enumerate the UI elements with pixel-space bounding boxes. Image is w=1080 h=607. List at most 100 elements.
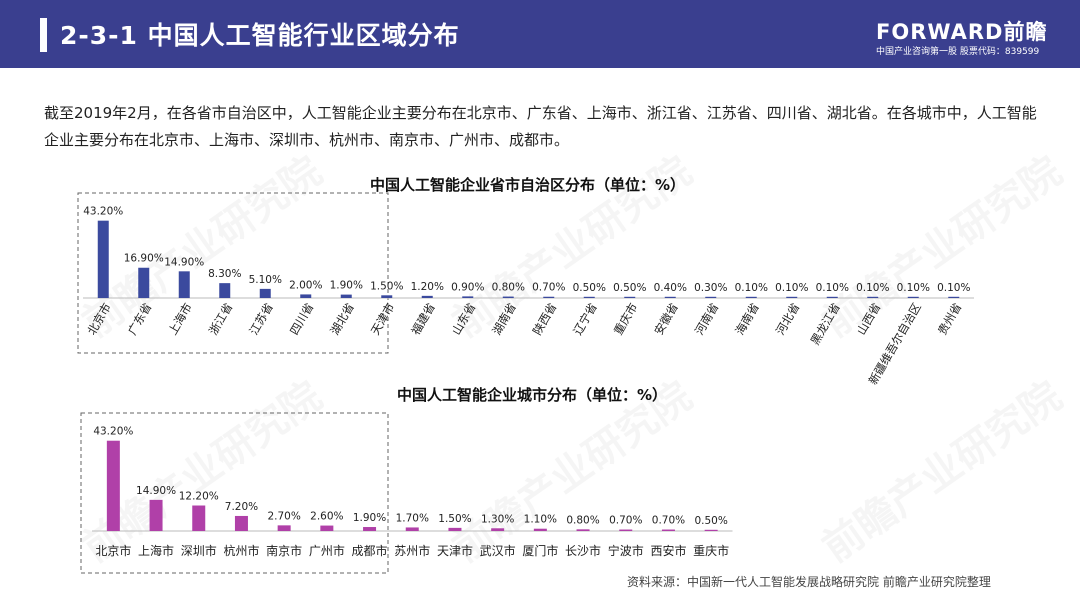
province-category-label-18: 河北省 [773,301,802,338]
province-bar-15 [664,296,676,298]
city-bar-2 [149,499,163,531]
header: 2-3-1 中国人工智能行业区域分布 FORWARD前瞻 中国产业咨询第一股 股… [0,0,1080,68]
province-value-label-17: 0.10% [735,282,768,294]
province-category-label-9: 福建省 [408,301,437,338]
province-category-label-4: 浙江省 [206,301,235,338]
city-category-label-1: 北京市 [95,543,131,558]
province-bar-5 [259,288,271,298]
city-category-label-11: 厦门市 [522,543,558,558]
header-accent-bar [40,18,47,52]
province-category-label-10: 山东省 [449,301,478,338]
province-value-label-2: 16.90% [124,253,164,265]
city-category-label-8: 苏州市 [394,543,430,558]
city-value-label-5: 2.70% [267,510,300,522]
city-value-label-7: 1.90% [353,512,386,524]
province-value-label-6: 2.00% [289,279,322,291]
province-category-label-19: 黑龙江省 [808,301,843,348]
city-value-label-15: 0.50% [694,515,727,527]
city-value-label-12: 0.80% [566,514,599,526]
province-bar-6 [300,294,312,298]
city-category-label-4: 杭州市 [223,543,259,558]
province-value-label-1: 43.20% [83,206,123,218]
city-value-label-6: 2.60% [310,511,343,523]
province-bar-20 [867,296,879,298]
province-chart-title: 中国人工智能企业省市自治区分布（单位：%） [370,176,686,194]
province-value-label-8: 1.50% [370,280,403,292]
province-value-label-18: 0.10% [775,282,808,294]
brand-logo: FORWARD前瞻 [876,20,1048,44]
province-value-label-19: 0.10% [816,282,849,294]
province-category-label-2: 广东省 [125,301,154,338]
province-category-label-3: 上海市 [165,301,194,338]
province-bar-7 [340,294,352,298]
province-value-label-22: 0.10% [937,282,970,294]
city-bar-6 [320,525,334,531]
city-bar-3 [192,505,206,531]
city-bar-12 [576,529,590,531]
city-category-label-9: 天津市 [437,543,473,558]
province-highlight-box [77,192,389,354]
city-category-label-3: 深圳市 [181,543,217,558]
city-value-label-14: 0.70% [652,515,685,527]
city-category-label-14: 西安市 [650,543,686,558]
city-chart-title: 中国人工智能企业城市分布（单位：%） [397,386,668,404]
province-bar-4 [219,283,231,298]
city-bar-9 [448,527,462,531]
province-value-label-11: 0.80% [492,282,525,294]
province-category-label-15: 安徽省 [651,301,680,338]
brand-tagline: 中国产业咨询第一股 股票代码：839599 [876,47,1040,57]
page-title: 2-3-1 中国人工智能行业区域分布 [60,21,460,50]
province-value-label-13: 0.50% [573,282,606,294]
province-value-label-15: 0.40% [654,282,687,294]
city-value-label-11: 1.10% [524,514,557,526]
province-category-label-5: 江苏省 [246,301,275,338]
province-category-label-17: 海南省 [732,301,761,338]
province-category-label-6: 四川省 [287,301,316,338]
city-value-label-4: 7.20% [225,501,258,513]
province-value-label-5: 5.10% [249,274,282,286]
city-category-label-15: 重庆市 [693,543,729,558]
city-bar-7 [363,527,377,531]
province-value-label-12: 0.70% [532,282,565,294]
province-category-label-1: 北京市 [84,301,113,338]
city-bar-14 [661,529,675,531]
city-value-label-10: 1.30% [481,513,514,525]
city-category-label-10: 武汉市 [480,543,516,558]
source-note: 资料来源：中国新一代人工智能发展战略研究院 前瞻产业研究院整理 [627,575,991,589]
province-bar-22 [948,296,960,298]
province-bar-13 [583,296,595,298]
city-bar-1 [106,440,120,531]
province-bar-16 [705,296,717,298]
province-value-label-3: 14.90% [164,256,204,268]
province-value-label-9: 1.20% [411,281,444,293]
province-value-label-20: 0.10% [856,282,889,294]
city-bar-11 [533,528,547,531]
city-category-label-7: 成都市 [352,543,388,558]
province-bar-10 [462,296,474,298]
province-bar-11 [502,296,514,298]
city-bar-10 [491,528,505,531]
province-bar-17 [745,296,757,298]
city-value-label-2: 14.90% [136,485,176,497]
city-bar-13 [619,529,633,531]
province-bar-19 [826,296,838,298]
city-category-label-2: 上海市 [138,543,174,558]
city-category-label-5: 南京市 [266,543,302,558]
province-value-label-10: 0.90% [451,281,484,293]
province-category-label-8: 天津市 [368,301,397,338]
city-category-label-12: 长沙市 [565,543,601,558]
city-category-label-6: 广州市 [309,543,345,558]
province-bar-12 [543,296,555,298]
province-value-label-21: 0.10% [897,282,930,294]
city-value-label-1: 43.20% [93,426,133,438]
province-bar-18 [786,296,798,298]
city-value-label-9: 1.50% [438,513,471,525]
province-category-label-12: 陕西省 [530,301,559,338]
province-bar-14 [624,296,636,298]
province-category-label-20: 山西省 [854,301,883,338]
province-category-label-14: 重庆市 [611,301,640,338]
city-highlight-box [80,412,389,574]
city-bar-4 [234,515,248,531]
province-category-label-22: 贵州省 [935,301,964,338]
